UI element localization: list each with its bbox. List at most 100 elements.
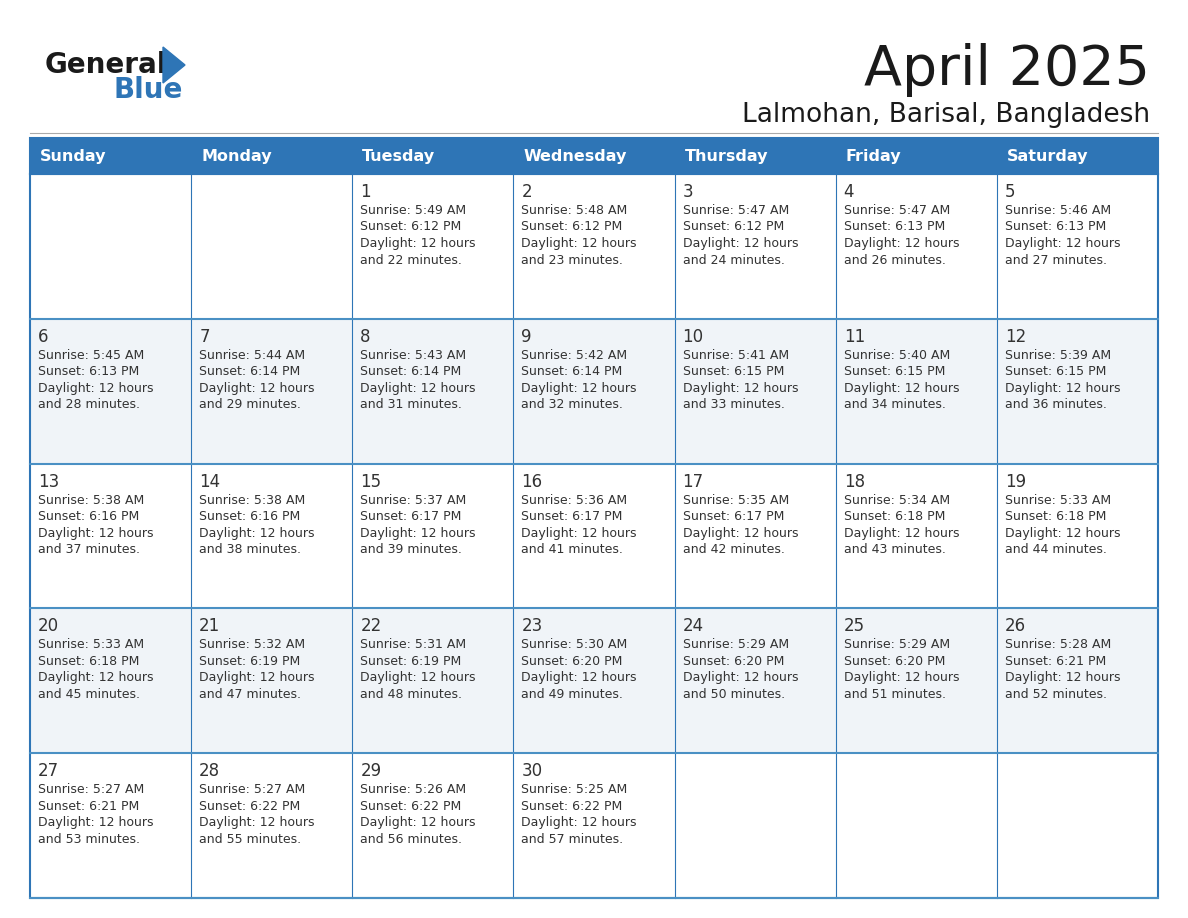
Text: 6: 6	[38, 328, 49, 346]
Text: Daylight: 12 hours: Daylight: 12 hours	[683, 382, 798, 395]
Text: Sunset: 6:18 PM: Sunset: 6:18 PM	[843, 510, 946, 523]
Bar	[675, 319, 835, 464]
Text: Daylight: 12 hours: Daylight: 12 hours	[1005, 527, 1120, 540]
Text: 25: 25	[843, 618, 865, 635]
Text: 12: 12	[1005, 328, 1026, 346]
Bar	[997, 753, 1158, 898]
Text: 16: 16	[522, 473, 543, 490]
Bar	[191, 609, 353, 753]
Text: 28: 28	[200, 762, 220, 780]
Text: Sunrise: 5:42 AM: Sunrise: 5:42 AM	[522, 349, 627, 362]
Text: Sunrise: 5:27 AM: Sunrise: 5:27 AM	[38, 783, 144, 796]
Text: Monday: Monday	[201, 149, 272, 163]
Text: Sunrise: 5:26 AM: Sunrise: 5:26 AM	[360, 783, 467, 796]
Text: Sunrise: 5:38 AM: Sunrise: 5:38 AM	[200, 494, 305, 507]
Bar	[675, 138, 835, 174]
Bar	[835, 753, 997, 898]
Text: and 42 minutes.: and 42 minutes.	[683, 543, 784, 556]
Text: Sunrise: 5:48 AM: Sunrise: 5:48 AM	[522, 204, 627, 217]
Text: Sunset: 6:17 PM: Sunset: 6:17 PM	[683, 510, 784, 523]
Bar	[353, 174, 513, 319]
Text: Sunset: 6:22 PM: Sunset: 6:22 PM	[522, 800, 623, 812]
Text: Sunset: 6:17 PM: Sunset: 6:17 PM	[360, 510, 462, 523]
Text: and 41 minutes.: and 41 minutes.	[522, 543, 624, 556]
Text: Sunset: 6:22 PM: Sunset: 6:22 PM	[360, 800, 461, 812]
Text: Daylight: 12 hours: Daylight: 12 hours	[200, 382, 315, 395]
Text: 15: 15	[360, 473, 381, 490]
Text: Sunrise: 5:33 AM: Sunrise: 5:33 AM	[1005, 494, 1111, 507]
Text: Sunset: 6:16 PM: Sunset: 6:16 PM	[38, 510, 139, 523]
Bar	[30, 138, 1158, 898]
Text: Sunrise: 5:31 AM: Sunrise: 5:31 AM	[360, 638, 467, 652]
Bar	[191, 319, 353, 464]
Text: 21: 21	[200, 618, 221, 635]
Text: and 36 minutes.: and 36 minutes.	[1005, 398, 1107, 411]
Text: Sunset: 6:14 PM: Sunset: 6:14 PM	[522, 365, 623, 378]
Text: Sunset: 6:20 PM: Sunset: 6:20 PM	[843, 655, 946, 668]
Text: 11: 11	[843, 328, 865, 346]
Text: 8: 8	[360, 328, 371, 346]
Bar	[353, 138, 513, 174]
Text: Sunrise: 5:32 AM: Sunrise: 5:32 AM	[200, 638, 305, 652]
Bar	[513, 138, 675, 174]
Text: Sunrise: 5:36 AM: Sunrise: 5:36 AM	[522, 494, 627, 507]
Text: Sunset: 6:16 PM: Sunset: 6:16 PM	[200, 510, 301, 523]
Text: Daylight: 12 hours: Daylight: 12 hours	[200, 671, 315, 685]
Text: Sunset: 6:12 PM: Sunset: 6:12 PM	[683, 220, 784, 233]
Text: Daylight: 12 hours: Daylight: 12 hours	[38, 816, 153, 829]
Text: and 38 minutes.: and 38 minutes.	[200, 543, 301, 556]
Text: and 48 minutes.: and 48 minutes.	[360, 688, 462, 701]
Text: Lalmohan, Barisal, Bangladesh: Lalmohan, Barisal, Bangladesh	[741, 102, 1150, 128]
Text: 10: 10	[683, 328, 703, 346]
Text: Sunset: 6:18 PM: Sunset: 6:18 PM	[38, 655, 139, 668]
Text: Daylight: 12 hours: Daylight: 12 hours	[200, 527, 315, 540]
Text: Sunrise: 5:44 AM: Sunrise: 5:44 AM	[200, 349, 305, 362]
Text: Sunset: 6:14 PM: Sunset: 6:14 PM	[200, 365, 301, 378]
Text: Sunrise: 5:25 AM: Sunrise: 5:25 AM	[522, 783, 627, 796]
Text: and 34 minutes.: and 34 minutes.	[843, 398, 946, 411]
Text: Sunset: 6:20 PM: Sunset: 6:20 PM	[522, 655, 623, 668]
Bar	[835, 138, 997, 174]
Bar	[191, 138, 353, 174]
Bar	[30, 464, 191, 609]
Text: Daylight: 12 hours: Daylight: 12 hours	[360, 237, 475, 250]
Text: 4: 4	[843, 183, 854, 201]
Text: Daylight: 12 hours: Daylight: 12 hours	[38, 382, 153, 395]
Bar	[997, 319, 1158, 464]
Bar	[30, 753, 191, 898]
Text: 24: 24	[683, 618, 703, 635]
Text: 29: 29	[360, 762, 381, 780]
Text: 20: 20	[38, 618, 59, 635]
Text: and 53 minutes.: and 53 minutes.	[38, 833, 140, 845]
Text: Daylight: 12 hours: Daylight: 12 hours	[38, 671, 153, 685]
Text: 14: 14	[200, 473, 220, 490]
Bar	[675, 174, 835, 319]
Text: 23: 23	[522, 618, 543, 635]
Text: and 32 minutes.: and 32 minutes.	[522, 398, 624, 411]
Text: Friday: Friday	[846, 149, 902, 163]
Text: Sunrise: 5:40 AM: Sunrise: 5:40 AM	[843, 349, 950, 362]
Bar	[191, 753, 353, 898]
Text: Daylight: 12 hours: Daylight: 12 hours	[522, 382, 637, 395]
Text: 7: 7	[200, 328, 209, 346]
Text: and 31 minutes.: and 31 minutes.	[360, 398, 462, 411]
Text: Sunset: 6:15 PM: Sunset: 6:15 PM	[843, 365, 946, 378]
Text: 17: 17	[683, 473, 703, 490]
Text: Daylight: 12 hours: Daylight: 12 hours	[843, 527, 959, 540]
Text: 1: 1	[360, 183, 371, 201]
Bar	[191, 464, 353, 609]
Text: Daylight: 12 hours: Daylight: 12 hours	[522, 237, 637, 250]
Text: Sunrise: 5:38 AM: Sunrise: 5:38 AM	[38, 494, 144, 507]
Bar	[675, 753, 835, 898]
Text: 22: 22	[360, 618, 381, 635]
Text: Sunset: 6:18 PM: Sunset: 6:18 PM	[1005, 510, 1106, 523]
Text: Sunrise: 5:28 AM: Sunrise: 5:28 AM	[1005, 638, 1111, 652]
Text: Sunrise: 5:33 AM: Sunrise: 5:33 AM	[38, 638, 144, 652]
Text: Sunset: 6:12 PM: Sunset: 6:12 PM	[360, 220, 461, 233]
Bar	[835, 319, 997, 464]
Text: Sunset: 6:13 PM: Sunset: 6:13 PM	[1005, 220, 1106, 233]
Bar	[835, 609, 997, 753]
Text: 18: 18	[843, 473, 865, 490]
Text: 26: 26	[1005, 618, 1026, 635]
Bar	[30, 138, 191, 174]
